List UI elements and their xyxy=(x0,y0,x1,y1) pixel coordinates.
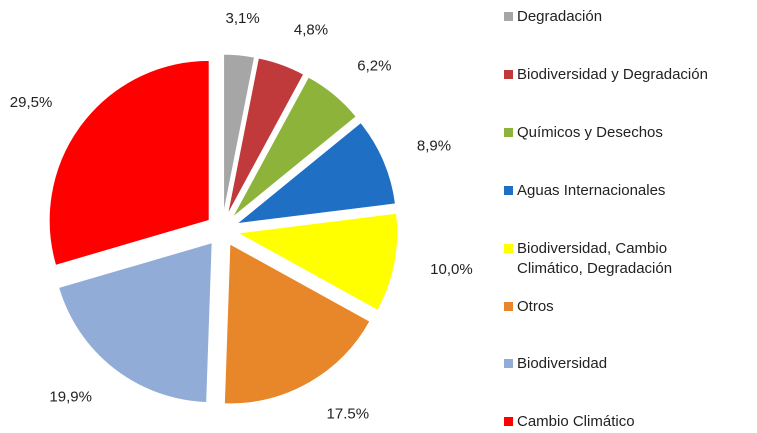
legend-item: Aguas Internacionales xyxy=(504,181,749,201)
legend-swatch xyxy=(504,359,513,369)
legend-item: Biodiversidad y Degradación xyxy=(504,65,749,85)
legend-swatch xyxy=(504,12,513,21)
pie-plot: 3,1% 4,8% 6,2% 8,9% 10,0% 17.5% 19,9% 29,5% xyxy=(10,10,473,422)
data-label: 3,1% xyxy=(226,10,260,27)
legend-label: Químicos y Desechos xyxy=(517,123,663,141)
data-label: 19,9% xyxy=(49,388,92,405)
legend-label: Aguas Internacionales xyxy=(517,181,666,199)
legend-label: Biodiversidad y Degradación xyxy=(517,65,708,83)
pie-slice xyxy=(231,76,357,219)
pie-slice xyxy=(236,212,399,312)
data-label: 4,8% xyxy=(294,22,328,39)
legend-swatch xyxy=(504,69,513,79)
legend-swatch xyxy=(504,301,513,311)
pie-slice xyxy=(223,243,371,405)
legend-swatch xyxy=(504,127,513,137)
data-label: 6,2% xyxy=(357,58,391,75)
legend-swatch xyxy=(504,243,513,253)
legend-item: Otros xyxy=(504,297,749,317)
legend-swatch xyxy=(504,417,513,427)
data-label: 17.5% xyxy=(327,405,370,422)
pie-slice xyxy=(226,57,305,216)
pie-slice xyxy=(235,121,397,225)
pie-slice xyxy=(48,59,210,266)
data-label: 29,5% xyxy=(10,94,53,111)
legend-label: Otros xyxy=(517,297,554,315)
pie-slice xyxy=(223,53,256,215)
data-label: 8,9% xyxy=(417,138,451,155)
legend-item: Químicos y Desechos xyxy=(504,123,749,143)
legend-item: Cambio Climático xyxy=(504,412,749,432)
legend-label: Degradación xyxy=(517,8,603,25)
legend-item: Biodiversidad xyxy=(504,354,749,374)
legend-label: Cambio Climático xyxy=(517,413,635,431)
pie-slice xyxy=(58,241,213,404)
legend-label: Biodiversidad, Cambio Climático, Degrada… xyxy=(517,239,673,277)
legend-item: Degradación xyxy=(504,7,749,27)
legend-swatch xyxy=(504,185,513,195)
legend-label: Biodiversidad xyxy=(517,355,608,373)
data-label: 10,0% xyxy=(430,261,473,278)
legend-item: Biodiversidad, Cambio Climático, Degrada… xyxy=(504,239,749,279)
